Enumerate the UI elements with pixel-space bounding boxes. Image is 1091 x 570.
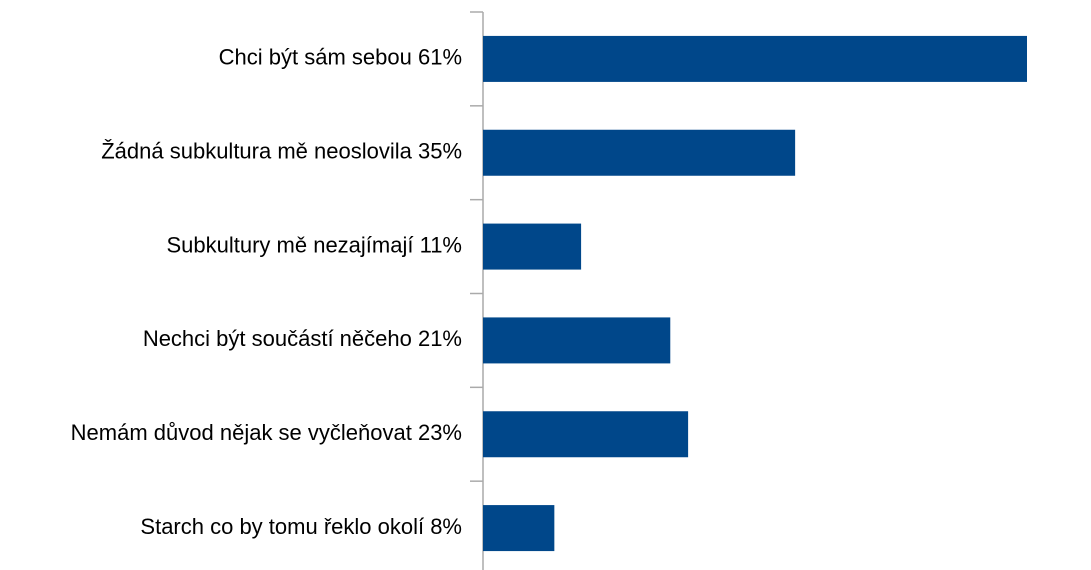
category-label: Nechci být součástí něčeho 21% <box>143 326 462 351</box>
bar <box>483 317 671 364</box>
category-label: Subkultury mě nezajímají 11% <box>166 232 462 257</box>
bar <box>483 223 582 270</box>
category-label: Žádná subkultura mě neoslovila 35% <box>101 139 462 164</box>
category-label: Starch co by tomu řeklo okolí 8% <box>140 514 462 539</box>
bar <box>483 505 555 552</box>
bar <box>483 35 1027 82</box>
category-label: Nemám důvod nějak se vyčleňovat 23% <box>71 420 462 445</box>
bar <box>483 411 689 458</box>
bar <box>483 129 796 176</box>
category-label: Chci být sám sebou 61% <box>219 45 462 70</box>
